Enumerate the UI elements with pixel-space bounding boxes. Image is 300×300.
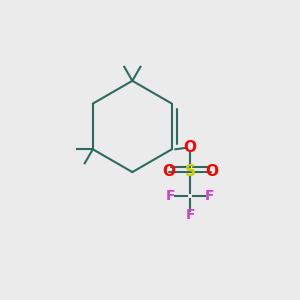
Text: O: O	[205, 164, 218, 179]
Text: O: O	[184, 140, 196, 155]
Text: F: F	[166, 189, 176, 203]
Text: F: F	[185, 208, 195, 222]
Text: O: O	[162, 164, 176, 179]
Text: S: S	[184, 164, 196, 179]
Text: F: F	[205, 189, 214, 203]
